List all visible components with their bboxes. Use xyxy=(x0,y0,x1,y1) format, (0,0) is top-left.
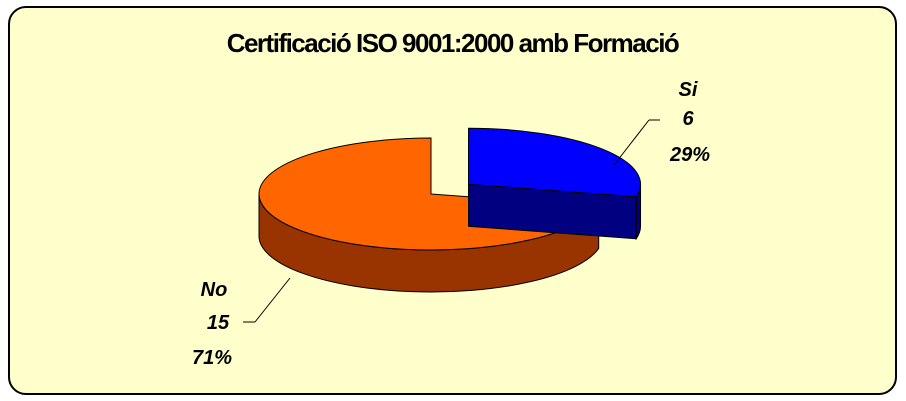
slice-label-percent-no: 71% xyxy=(192,347,232,369)
chart-title: Certificació ISO 9001:2000 amb Formació xyxy=(226,28,680,58)
pie-slice-si xyxy=(468,127,641,198)
leader-line-no xyxy=(254,277,291,323)
slice-label-value-si: 6 xyxy=(682,108,694,130)
slice-label-value-no: 15 xyxy=(207,312,230,334)
slice-label-name-si: Si xyxy=(679,79,698,101)
leader-line-si xyxy=(613,119,650,166)
slice-label-percent-si: 29% xyxy=(669,144,710,166)
slice-label-name-no: No xyxy=(201,279,228,301)
